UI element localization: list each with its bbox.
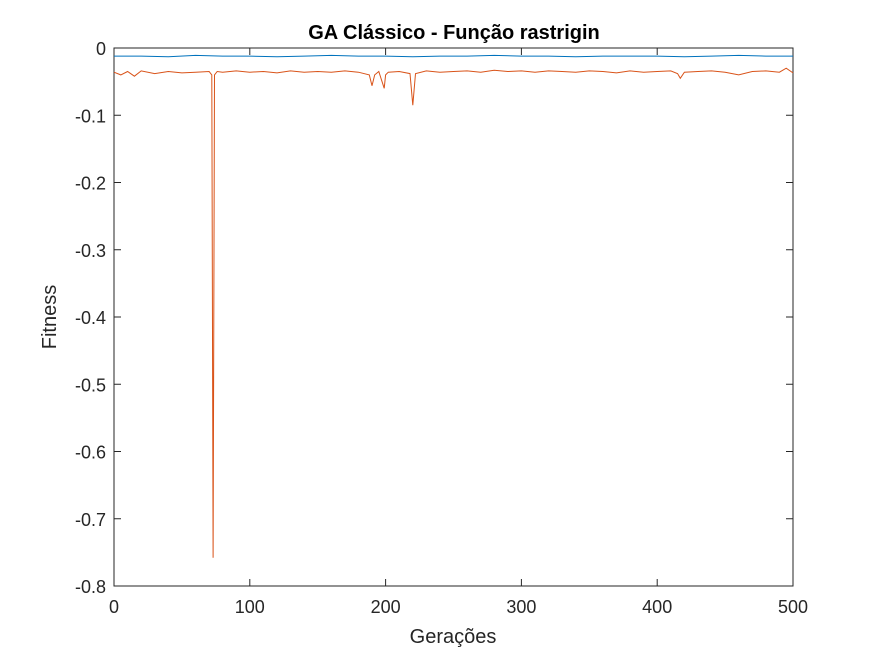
x-axis-label: Gerações — [410, 626, 497, 648]
x-axis: 0 100 200 300 400 500 — [109, 48, 808, 617]
y-tick-label: -0.5 — [75, 375, 106, 395]
y-axis: 0 -0.1 -0.2 -0.3 -0.4 -0.5 -0.6 -0.7 -0.8 — [75, 39, 793, 597]
y-tick-label: -0.7 — [75, 510, 106, 530]
y-tick-label: -0.3 — [75, 241, 106, 261]
x-tick-label: 200 — [371, 597, 401, 617]
x-tick-label: 0 — [109, 597, 119, 617]
chart-title: GA Clássico - Função rastrigin — [308, 22, 600, 44]
y-tick-label: -0.4 — [75, 308, 106, 328]
x-tick-label: 100 — [235, 597, 265, 617]
y-tick-label: -0.1 — [75, 106, 106, 126]
y-tick-label: -0.8 — [75, 577, 106, 597]
x-tick-label: 500 — [778, 597, 808, 617]
y-tick-label: -0.6 — [75, 443, 106, 463]
y-axis-label: Fitness — [39, 285, 61, 349]
y-tick-label: 0 — [96, 39, 106, 59]
series-line-2 — [113, 67, 794, 558]
plot-area — [113, 47, 794, 587]
series-line-1 — [114, 54, 793, 58]
y-tick-label: -0.2 — [75, 174, 106, 194]
series-layer — [113, 54, 794, 558]
x-tick-label: 300 — [506, 597, 536, 617]
x-tick-label: 400 — [642, 597, 672, 617]
